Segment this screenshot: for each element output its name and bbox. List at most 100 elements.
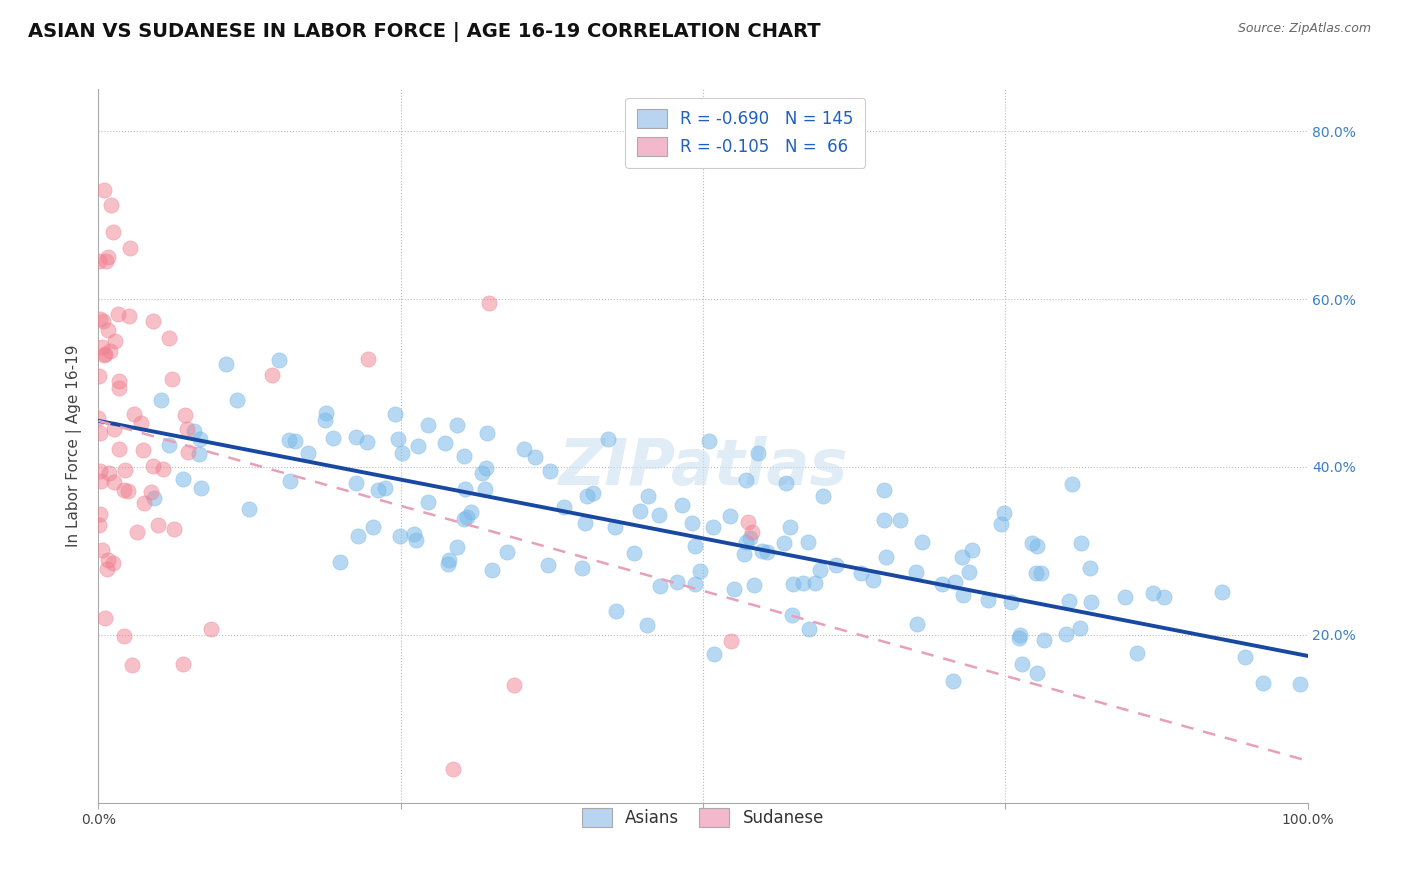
Point [456, 510, 478, 524]
Point [441, 762, 464, 776]
Point [405, 533, 427, 547]
Point [960, 543, 983, 558]
Point [1025, 540, 1047, 554]
Point [93, 348, 115, 362]
Text: ZIPatlas: ZIPatlas [558, 436, 848, 499]
Point [1251, 676, 1274, 690]
Point [125, 524, 148, 539]
Point [453, 512, 475, 526]
Point [329, 555, 352, 569]
Point [603, 520, 626, 534]
Point [157, 438, 180, 452]
Point [89, 312, 111, 326]
Point [225, 392, 247, 407]
Point [502, 678, 524, 692]
Point [1070, 536, 1092, 550]
Point [537, 558, 560, 573]
Point [799, 622, 821, 636]
Point [404, 527, 426, 541]
Point [98, 344, 121, 359]
Point [91, 542, 114, 557]
Point [344, 475, 367, 490]
Point [453, 482, 475, 496]
Point [89, 425, 111, 440]
Point [773, 535, 796, 549]
Point [636, 618, 658, 632]
Point [112, 483, 135, 497]
Point [576, 489, 599, 503]
Point [322, 431, 344, 445]
Point [720, 633, 742, 648]
Point [142, 491, 165, 506]
Point [1289, 677, 1312, 691]
Point [803, 576, 825, 591]
Point [681, 516, 703, 531]
Point [648, 508, 671, 522]
Point [905, 617, 928, 632]
Point [873, 483, 896, 498]
Point [177, 444, 200, 458]
Text: Source: ZipAtlas.com: Source: ZipAtlas.com [1237, 22, 1371, 36]
Point [582, 486, 605, 500]
Point [811, 489, 834, 503]
Point [89, 464, 111, 478]
Point [91, 314, 114, 328]
Point [89, 254, 111, 268]
Point [1234, 650, 1257, 665]
Point [278, 475, 301, 489]
Point [87, 411, 110, 425]
Point [873, 513, 896, 527]
Y-axis label: In Labor Force | Age 16-19: In Labor Force | Age 16-19 [66, 344, 83, 548]
Point [173, 409, 195, 423]
Legend: Asians, Sudanese: Asians, Sudanese [575, 801, 831, 834]
Point [723, 582, 745, 597]
Point [103, 475, 125, 489]
Point [187, 447, 209, 461]
Point [347, 529, 370, 543]
Point [387, 432, 409, 446]
Point [122, 407, 145, 421]
Point [1211, 585, 1233, 599]
Point [103, 334, 125, 349]
Point [744, 578, 766, 592]
Point [117, 484, 139, 499]
Point [683, 539, 706, 553]
Point [474, 482, 496, 496]
Point [733, 547, 755, 561]
Point [737, 516, 759, 530]
Point [367, 483, 389, 497]
Point [1011, 657, 1033, 671]
Point [1080, 595, 1102, 609]
Point [637, 489, 659, 503]
Point [190, 481, 212, 495]
Point [284, 434, 307, 449]
Point [437, 557, 460, 571]
Point [1080, 561, 1102, 575]
Point [434, 436, 457, 450]
Point [683, 577, 706, 591]
Point [1025, 666, 1047, 681]
Point [1114, 590, 1136, 604]
Point [792, 576, 814, 591]
Point [277, 433, 299, 447]
Point [183, 424, 205, 438]
Point [344, 430, 367, 444]
Point [163, 522, 186, 536]
Point [361, 520, 384, 534]
Point [756, 545, 779, 559]
Point [797, 534, 820, 549]
Point [188, 432, 211, 446]
Point [446, 540, 468, 554]
Point [91, 340, 114, 354]
Point [297, 446, 319, 460]
Point [93, 347, 115, 361]
Point [1010, 628, 1032, 642]
Point [889, 513, 911, 527]
Point [942, 674, 965, 689]
Point [950, 550, 973, 565]
Point [446, 418, 468, 433]
Point [738, 531, 761, 545]
Point [149, 392, 172, 407]
Point [1142, 585, 1164, 599]
Text: ASIAN VS SUDANESE IN LABOR FORCE | AGE 16-19 CORRELATION CHART: ASIAN VS SUDANESE IN LABOR FORCE | AGE 1… [28, 22, 821, 42]
